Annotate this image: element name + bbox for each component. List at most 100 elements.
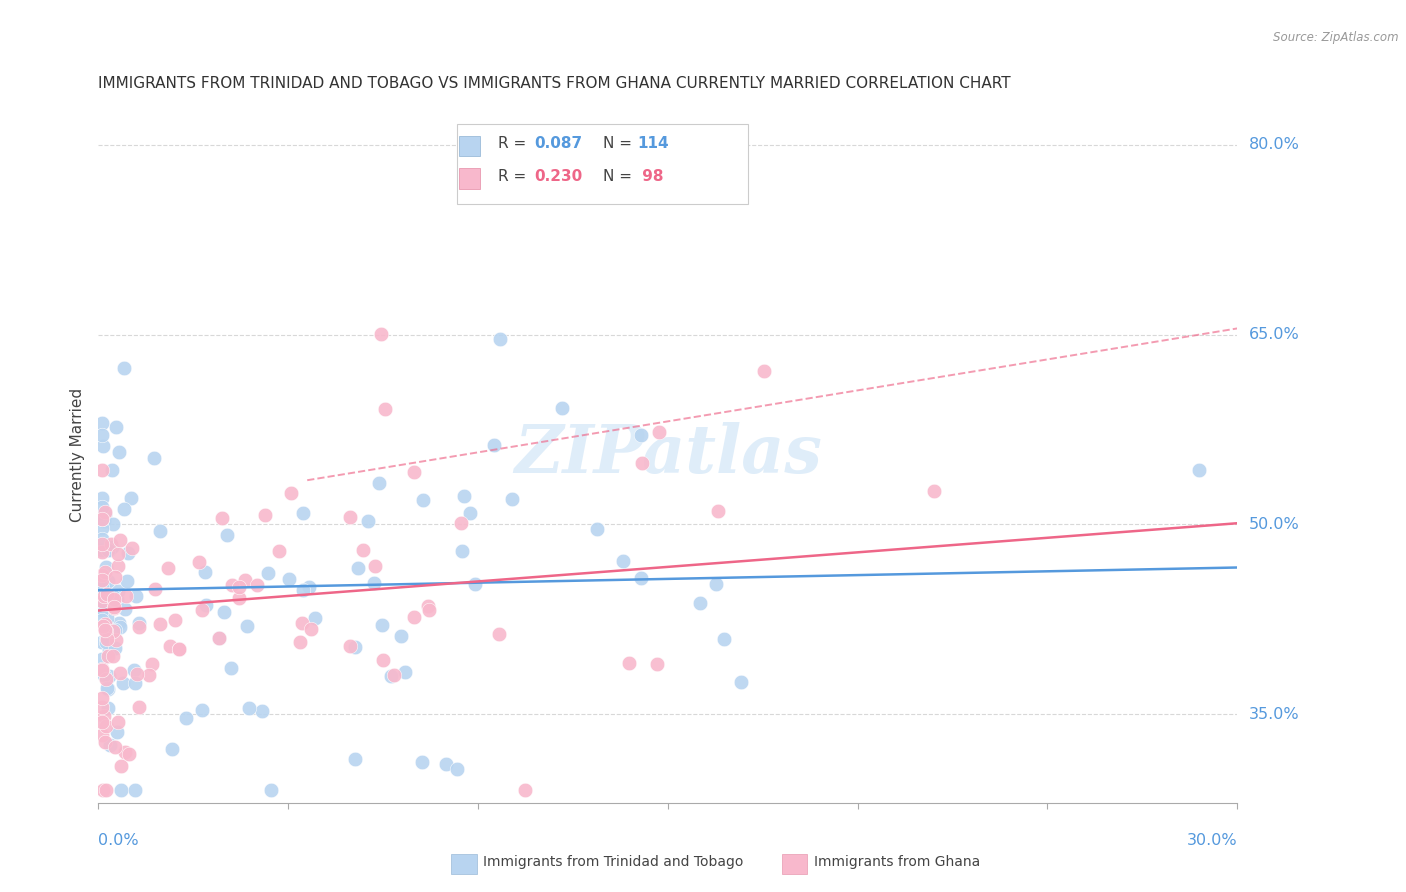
FancyBboxPatch shape bbox=[457, 124, 748, 204]
Point bbox=[367, 475, 389, 490]
Point bbox=[346, 561, 368, 575]
Point bbox=[110, 619, 132, 633]
Point bbox=[98, 738, 121, 752]
Point bbox=[94, 565, 117, 579]
Point bbox=[96, 783, 118, 797]
Point bbox=[91, 601, 114, 615]
Point bbox=[371, 617, 394, 632]
Point bbox=[167, 641, 190, 656]
Point bbox=[94, 635, 117, 649]
Point bbox=[120, 491, 142, 506]
Point bbox=[418, 599, 440, 614]
Point bbox=[250, 704, 273, 718]
Point bbox=[370, 327, 392, 342]
Text: Immigrants from Trinidad and Tobago: Immigrants from Trinidad and Tobago bbox=[484, 855, 744, 869]
Point bbox=[145, 582, 167, 596]
Point bbox=[100, 536, 122, 550]
Point bbox=[91, 521, 114, 535]
Point bbox=[104, 624, 127, 638]
Point bbox=[254, 508, 277, 522]
Point bbox=[91, 512, 114, 526]
Point bbox=[221, 661, 243, 675]
Point bbox=[269, 544, 291, 558]
Point bbox=[103, 592, 125, 607]
Point bbox=[97, 682, 120, 697]
Point bbox=[617, 656, 640, 670]
Point bbox=[176, 711, 198, 725]
Text: ZIPatlas: ZIPatlas bbox=[515, 423, 821, 487]
Point bbox=[105, 725, 128, 739]
Point bbox=[288, 635, 311, 649]
Point bbox=[91, 567, 114, 582]
Point bbox=[114, 502, 136, 516]
Point bbox=[194, 565, 217, 579]
Point bbox=[108, 616, 131, 631]
Point bbox=[97, 574, 120, 588]
Point bbox=[91, 463, 114, 477]
Point bbox=[98, 669, 121, 683]
Point bbox=[91, 428, 114, 442]
Point bbox=[107, 584, 129, 599]
Point bbox=[97, 701, 120, 715]
Point bbox=[648, 425, 671, 439]
Point bbox=[389, 629, 412, 643]
Point bbox=[551, 401, 574, 415]
Point bbox=[91, 491, 114, 506]
Point bbox=[631, 456, 654, 470]
Point bbox=[291, 616, 314, 631]
Point bbox=[91, 700, 114, 714]
Point bbox=[91, 662, 114, 676]
Point bbox=[103, 600, 125, 615]
Point bbox=[208, 631, 231, 645]
Point bbox=[127, 667, 149, 681]
Point bbox=[160, 742, 183, 756]
Point bbox=[91, 574, 114, 588]
Point bbox=[108, 665, 131, 680]
Point bbox=[101, 540, 124, 554]
Point bbox=[356, 514, 378, 528]
Point bbox=[94, 672, 117, 686]
Point bbox=[124, 675, 146, 690]
Point bbox=[124, 783, 146, 797]
Text: R =: R = bbox=[498, 136, 531, 152]
Point bbox=[344, 752, 367, 766]
Point bbox=[97, 542, 120, 557]
Point bbox=[91, 512, 114, 526]
Bar bbox=[460, 169, 479, 189]
Point bbox=[489, 332, 512, 346]
Point bbox=[94, 616, 117, 631]
Point bbox=[96, 632, 118, 646]
Point bbox=[93, 514, 115, 528]
Text: 0.0%: 0.0% bbox=[98, 833, 139, 848]
Point bbox=[371, 653, 394, 667]
Point bbox=[339, 510, 361, 524]
Point bbox=[256, 566, 278, 581]
Point bbox=[352, 542, 374, 557]
Text: Source: ZipAtlas.com: Source: ZipAtlas.com bbox=[1274, 31, 1399, 45]
Point bbox=[707, 504, 730, 518]
Point bbox=[103, 599, 125, 614]
Point bbox=[212, 605, 235, 619]
Point bbox=[453, 489, 475, 503]
Text: N =: N = bbox=[603, 169, 637, 184]
Point bbox=[91, 580, 114, 594]
Point bbox=[488, 627, 510, 641]
Point bbox=[91, 634, 114, 648]
Text: 65.0%: 65.0% bbox=[1249, 327, 1299, 343]
Point bbox=[458, 506, 481, 520]
Point bbox=[704, 577, 727, 591]
Point bbox=[612, 554, 634, 568]
Point bbox=[446, 762, 468, 776]
Point bbox=[104, 740, 127, 755]
Point bbox=[104, 633, 127, 648]
Point bbox=[96, 587, 118, 601]
Point bbox=[101, 463, 124, 477]
Point bbox=[163, 613, 186, 627]
Point bbox=[91, 439, 114, 453]
Point bbox=[117, 546, 139, 560]
Point bbox=[148, 616, 170, 631]
Point bbox=[515, 783, 537, 797]
Point bbox=[101, 516, 124, 531]
Point bbox=[91, 603, 114, 617]
Point bbox=[922, 483, 945, 498]
